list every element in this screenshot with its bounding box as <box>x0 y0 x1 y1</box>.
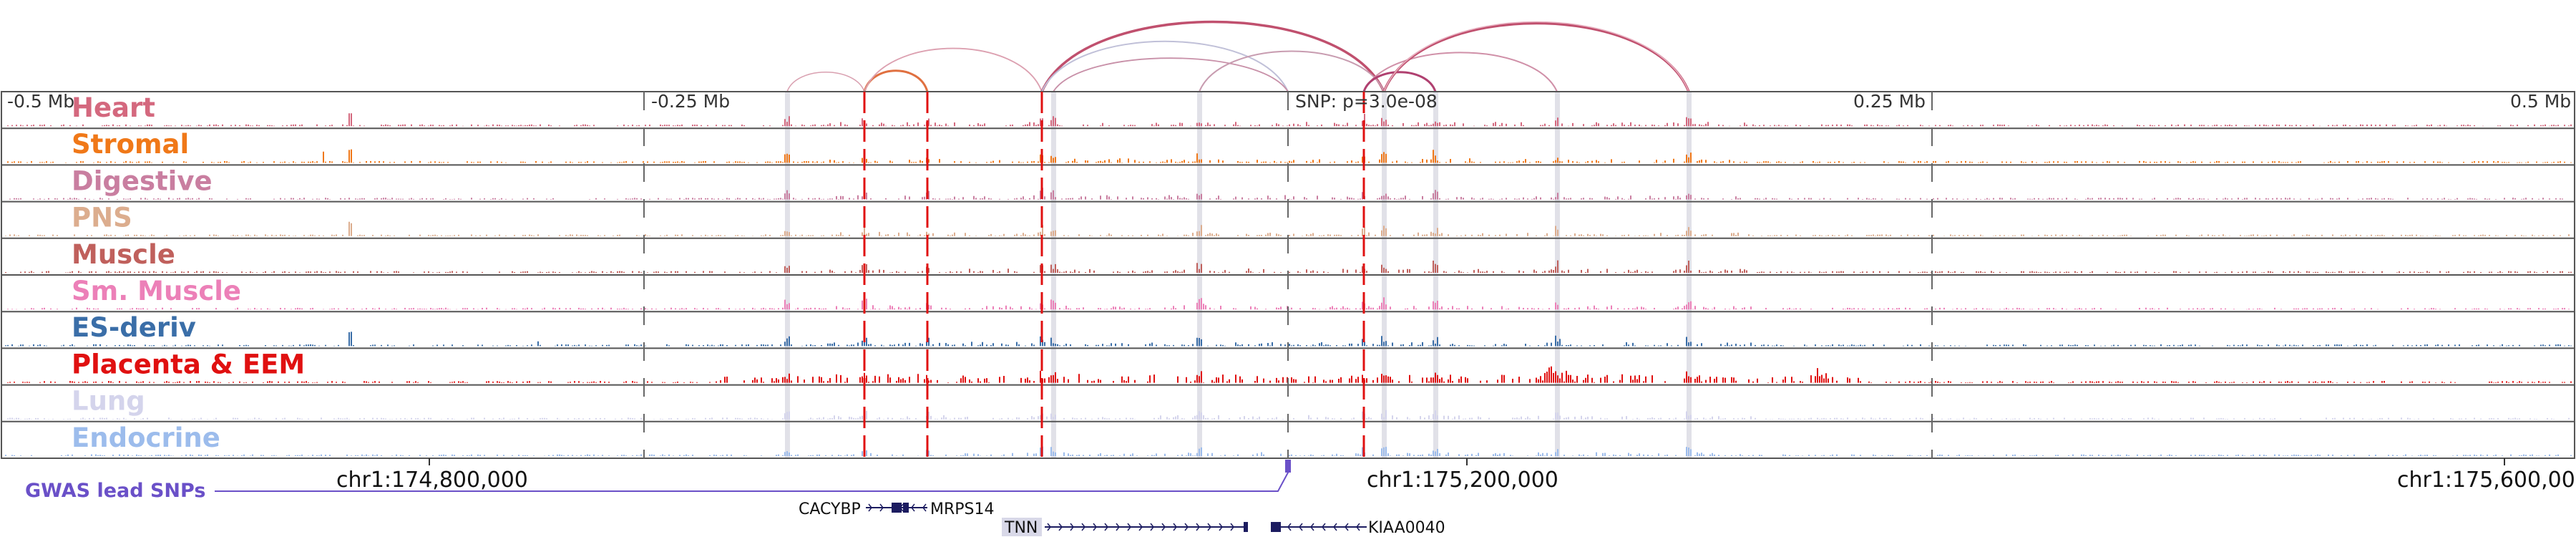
scale-labels: -0.5 Mb -0.25 Mb 0.25 Mb 0.5 Mb SNP: p=3.0e-… <box>7 91 2571 112</box>
strand-chevron <box>1219 523 1223 531</box>
gene-model <box>866 503 896 513</box>
interaction-arc <box>1040 20 1385 92</box>
gwas-snp-marker <box>1285 460 1291 473</box>
strand-chevron <box>1345 523 1349 531</box>
scale-label: -0.25 Mb <box>651 91 730 112</box>
scale-label: 0.25 Mb <box>1853 91 1926 112</box>
track-signal <box>7 149 2572 163</box>
strand-chevron <box>1287 523 1292 531</box>
track-label: Sm. Muscle <box>72 276 241 306</box>
interaction-arc <box>1053 57 1289 92</box>
interaction-arc <box>786 72 865 92</box>
interaction-arc <box>1382 21 1690 92</box>
track-label: Placenta & EEM <box>72 349 305 379</box>
strand-chevron <box>922 503 927 512</box>
track-label: Digestive <box>72 165 213 196</box>
strand-chevron <box>1047 523 1051 531</box>
track-heart: Heart <box>7 92 2572 127</box>
track-frame <box>1 91 2575 459</box>
gene-exon <box>892 503 896 513</box>
strand-chevron <box>1196 523 1200 531</box>
strand-chevron <box>868 503 872 512</box>
strand-chevron <box>1093 523 1097 531</box>
interaction-arc <box>1199 50 1385 92</box>
gene-exon <box>903 503 909 513</box>
track-label: ES-deriv <box>72 312 196 343</box>
strand-chevron <box>1173 523 1177 531</box>
track-label: Stromal <box>72 129 189 160</box>
track-es-deriv: ES-deriv <box>5 312 2572 347</box>
track-signal <box>9 188 2563 200</box>
strand-chevron <box>1116 523 1120 531</box>
track-sm-muscle: Sm. Muscle <box>7 276 2570 310</box>
strand-chevron <box>1310 523 1314 531</box>
gene-label: MRPS14 <box>930 500 995 518</box>
strand-chevron <box>1058 523 1063 531</box>
strand-chevron <box>1184 523 1189 531</box>
track-label: PNS <box>72 203 132 233</box>
track-signal <box>7 410 2570 420</box>
gene-model <box>1271 522 1367 532</box>
strand-chevron <box>1161 523 1166 531</box>
interaction-arc <box>1383 21 1689 92</box>
interaction-arc <box>1362 71 1437 92</box>
scale-label: 0.5 Mb <box>2510 91 2571 112</box>
track-signal <box>7 297 2570 310</box>
strand-chevron <box>1127 523 1131 531</box>
track-label: Heart <box>72 92 155 123</box>
strand-chevron <box>1230 523 1234 531</box>
gene-label: CACYBP <box>799 500 861 518</box>
strand-chevron <box>1150 523 1154 531</box>
strand-chevron <box>1299 523 1303 531</box>
coordinate-label: chr1:175,600,000 <box>2397 468 2576 493</box>
track-signal <box>5 260 2572 273</box>
gene-exon <box>1244 522 1248 532</box>
interaction-arc <box>864 47 1043 92</box>
signal-tracks: Heart Stromal Digestive PNS Muscle Sm. Muscle… <box>5 92 2572 458</box>
strand-chevron <box>1081 523 1085 531</box>
gene-exon <box>894 503 902 513</box>
gene-model <box>1045 522 1248 532</box>
strand-chevron <box>1356 523 1360 531</box>
strand-chevron <box>1104 523 1108 531</box>
interaction-arc <box>1363 52 1558 92</box>
track-placenta-eem: Placenta & EEM <box>7 349 2572 383</box>
gene-highlight <box>1002 518 1042 536</box>
track-signal <box>5 446 2572 456</box>
interaction-arc <box>863 69 929 92</box>
track-stromal: Stromal <box>7 129 2572 163</box>
strand-chevron <box>879 503 884 512</box>
track-label: Muscle <box>72 239 175 270</box>
strand-chevron <box>1138 523 1143 531</box>
strand-chevron <box>1333 523 1337 531</box>
coordinate-and-gene-area: chr1:174,800,000 chr1:175,200,000 chr1:175… <box>25 458 2576 537</box>
track-signal <box>7 113 2572 127</box>
track-muscle: Muscle <box>5 239 2572 273</box>
track-lung: Lung <box>7 386 2570 420</box>
gwas-label: GWAS lead SNPs <box>25 480 205 502</box>
interaction-arcs <box>786 20 1690 92</box>
track-signal <box>7 366 2572 383</box>
coordinate-label: chr1:175,200,000 <box>1367 468 1558 493</box>
strand-chevron <box>911 503 915 512</box>
coordinate-label: chr1:174,800,000 <box>336 468 528 493</box>
snp-label: SNP: p=3.0e-08 <box>1295 91 1438 112</box>
strand-chevron <box>1322 523 1326 531</box>
track-label: Endocrine <box>72 422 220 453</box>
gene-label: TNN <box>1004 519 1038 537</box>
strand-chevron <box>1207 523 1211 531</box>
track-signal <box>5 332 2572 347</box>
gene-exon <box>1271 522 1281 532</box>
interaction-arc <box>1041 40 1289 92</box>
track-digestive: Digestive <box>9 165 2563 200</box>
gene-model <box>894 503 927 513</box>
track-signal <box>5 221 2570 236</box>
strand-chevron <box>1070 523 1074 531</box>
track-pns: PNS <box>5 203 2570 236</box>
track-label: Lung <box>72 386 145 417</box>
track-endocrine: Endocrine <box>5 422 2572 456</box>
gene-label: KIAA0040 <box>1368 519 1445 537</box>
scale-label: -0.5 Mb <box>7 91 74 112</box>
